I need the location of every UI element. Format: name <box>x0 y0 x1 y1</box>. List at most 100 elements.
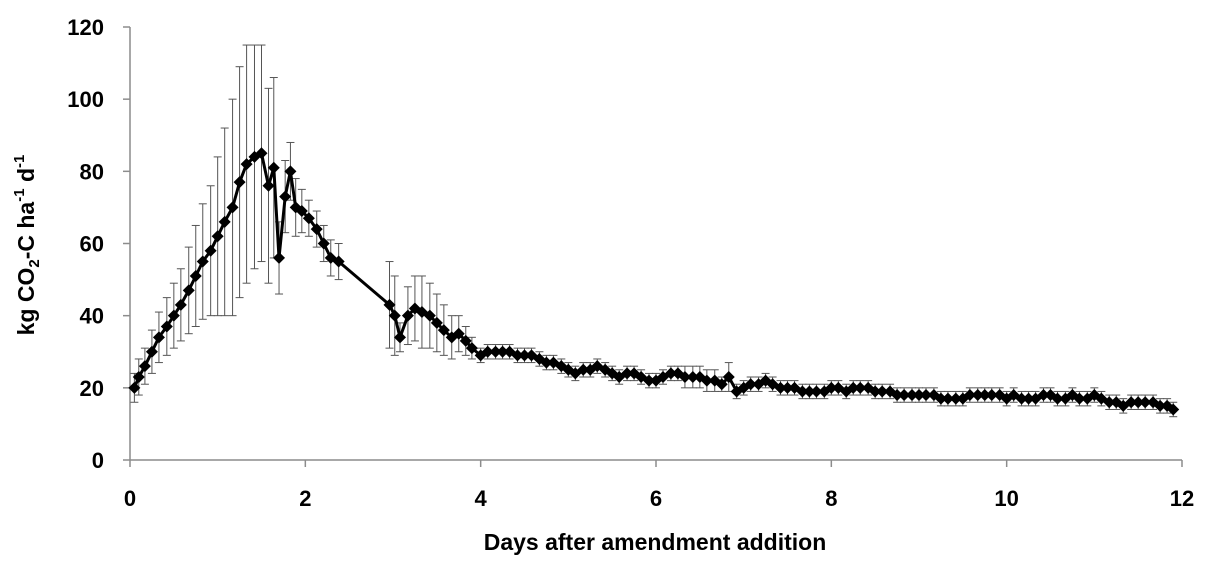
data-point <box>1015 392 1028 405</box>
data-point <box>262 179 275 192</box>
error-bars <box>130 44 1178 418</box>
data-point <box>518 349 531 362</box>
data-point <box>700 374 713 387</box>
y-axis-title-part1: kg CO <box>13 268 39 336</box>
data-point <box>803 385 816 398</box>
data-point <box>481 345 494 358</box>
data-point <box>211 230 224 243</box>
data-point <box>465 342 478 355</box>
data-point <box>310 223 323 236</box>
data-point <box>934 392 947 405</box>
data-point <box>145 345 158 358</box>
data-point <box>489 345 502 358</box>
data-point <box>279 190 292 203</box>
data-point <box>664 367 677 380</box>
data-point <box>255 147 268 160</box>
data-point <box>267 161 280 174</box>
x-tick-label: 2 <box>299 486 311 511</box>
data-point <box>284 165 297 178</box>
x-tick-label: 10 <box>994 486 1018 511</box>
data-point <box>825 381 838 394</box>
y-axis-title-sup2: -1 <box>11 155 28 168</box>
data-point <box>913 389 925 402</box>
data-point <box>920 389 933 402</box>
data-point <box>226 201 239 214</box>
data-point <box>810 385 823 398</box>
data-point <box>167 309 180 322</box>
y-tick-label: 0 <box>92 448 104 473</box>
data-point <box>781 381 794 394</box>
x-tick-label: 6 <box>650 486 662 511</box>
data-point <box>963 389 976 402</box>
x-tick-label: 12 <box>1170 486 1194 511</box>
data-point <box>774 381 787 394</box>
data-point <box>496 345 509 358</box>
data-point <box>459 334 472 347</box>
data-point <box>941 392 954 405</box>
y-tick-label: 100 <box>67 87 104 112</box>
data-point <box>1125 396 1138 409</box>
data-point <box>273 251 286 264</box>
x-tick-label: 8 <box>825 486 837 511</box>
data-point <box>905 389 918 402</box>
data-point <box>715 378 728 391</box>
x-tick-label: 4 <box>475 486 488 511</box>
x-tick-label: 0 <box>124 486 136 511</box>
data-point <box>1037 389 1050 402</box>
data-point <box>1167 403 1180 416</box>
data-point <box>383 298 396 311</box>
y-tick-label: 60 <box>80 232 104 257</box>
data-markers <box>128 147 1180 416</box>
data-point <box>423 309 436 322</box>
data-point <box>401 309 414 322</box>
data-point <box>854 381 867 394</box>
data-point <box>240 158 253 171</box>
data-point <box>160 320 173 333</box>
axes <box>129 27 1182 461</box>
y-tick-label: 40 <box>80 304 104 329</box>
data-point <box>1051 392 1064 405</box>
data-point <box>949 392 962 405</box>
y-tick-label: 20 <box>80 376 104 401</box>
data-point <box>796 385 809 398</box>
data-point <box>1073 392 1086 405</box>
data-point <box>132 371 145 384</box>
data-point <box>452 327 465 340</box>
data-point <box>233 176 246 189</box>
y-axis-title-part3: d <box>13 168 39 188</box>
data-point <box>744 378 757 391</box>
data-point <box>204 244 217 257</box>
data-point <box>511 349 524 362</box>
data-point <box>152 331 165 344</box>
data-point <box>678 371 691 384</box>
data-point <box>577 363 590 376</box>
data-point <box>394 331 407 344</box>
data-point <box>1154 399 1167 412</box>
data-point <box>388 309 401 322</box>
data-point <box>1139 396 1152 409</box>
y-axis-title: kg CO2-C ha-1 d-1 <box>11 155 43 336</box>
data-point <box>128 381 141 394</box>
data-point <box>540 356 553 369</box>
x-axis-title: Days after amendment addition <box>484 529 827 555</box>
data-point <box>686 371 699 384</box>
data-point <box>1132 396 1145 409</box>
data-point <box>847 381 860 394</box>
data-point <box>978 389 991 402</box>
data-point <box>302 212 315 225</box>
tick-marks <box>123 26 1183 467</box>
data-point <box>722 371 735 384</box>
data-point <box>332 255 345 268</box>
data-point <box>196 255 209 268</box>
y-tick-label: 120 <box>67 15 104 40</box>
data-point <box>621 367 634 380</box>
data-point <box>182 284 195 297</box>
data-point <box>430 316 443 329</box>
y-axis-title-sub1: 2 <box>26 259 43 267</box>
data-point <box>891 389 904 402</box>
y-tick-label: 80 <box>80 159 104 184</box>
data-point <box>437 324 450 337</box>
data-point <box>642 374 655 387</box>
